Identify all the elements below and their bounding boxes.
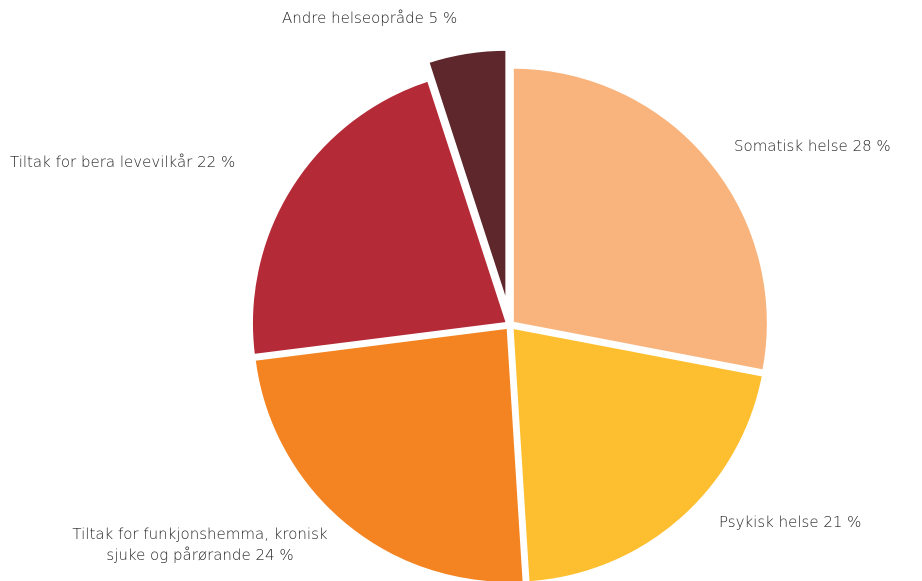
category: Somatisk helse xyxy=(734,137,848,155)
slice-label: Andre helseopråde 5 % xyxy=(282,8,457,29)
pie-slice xyxy=(250,78,510,358)
value-label: 24 % xyxy=(255,546,294,564)
pie-slice xyxy=(252,325,526,581)
category: Andre helseopråde xyxy=(282,9,424,27)
pie-slice xyxy=(510,325,766,581)
value-label: 5 % xyxy=(428,9,458,27)
pie-slice xyxy=(425,47,509,306)
slice-label: Psykisk helse 21 % xyxy=(719,512,861,533)
slice-label: Tiltak for bera levevilkår 22 % xyxy=(10,152,235,173)
category: Tiltak for funkjonshemma, kronisk sjuke … xyxy=(72,525,328,564)
category: Tiltak for bera levevilkår xyxy=(10,153,193,171)
value-label: 28 % xyxy=(852,137,891,155)
value-label: 22 % xyxy=(197,153,236,171)
pie-slice xyxy=(510,65,770,373)
category: Psykisk helse xyxy=(719,513,819,531)
value-label: 21 % xyxy=(823,513,862,531)
slice-label: Somatisk helse 28 % xyxy=(734,136,891,157)
slice-label: Tiltak for funkjonshemma, kronisk sjuke … xyxy=(60,524,340,566)
